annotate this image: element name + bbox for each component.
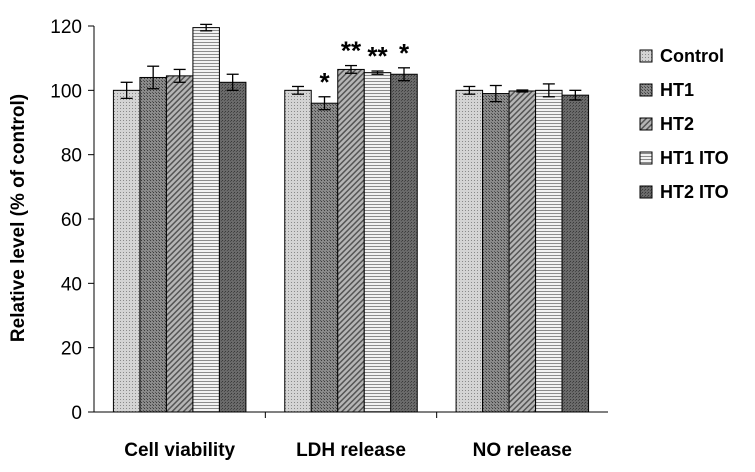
bar bbox=[455, 89, 484, 413]
bar bbox=[535, 89, 563, 413]
legend-label: HT1 ITO bbox=[660, 148, 729, 168]
bar bbox=[284, 89, 312, 413]
bar bbox=[482, 93, 510, 413]
legend-swatch bbox=[639, 117, 653, 131]
bar bbox=[112, 89, 141, 413]
significance-star: ** bbox=[367, 41, 388, 71]
bars bbox=[112, 27, 590, 413]
significance-star: ** bbox=[341, 36, 362, 66]
bar bbox=[310, 102, 339, 413]
bar bbox=[561, 94, 590, 413]
y-tick-label: 100 bbox=[50, 81, 82, 102]
y-axis: 0 20 40 60 80 100 120 bbox=[50, 17, 95, 424]
y-tick-label: 20 bbox=[61, 339, 82, 360]
x-tick-label: LDH release bbox=[296, 440, 406, 461]
significance-star: * bbox=[399, 38, 410, 68]
bar bbox=[218, 81, 247, 413]
legend-swatch bbox=[639, 83, 653, 97]
bar bbox=[337, 68, 365, 413]
x-axis: Cell viability LDH release NO release bbox=[94, 411, 608, 461]
bar bbox=[165, 75, 194, 413]
y-tick-label: 0 bbox=[71, 403, 82, 424]
y-tick-label: 40 bbox=[61, 274, 82, 295]
significance-star: * bbox=[319, 67, 330, 97]
legend-label: HT2 bbox=[660, 114, 694, 134]
y-axis-title: Relative level (% of control) bbox=[8, 94, 29, 342]
bar bbox=[192, 27, 220, 413]
y-tick-label: 60 bbox=[61, 210, 82, 231]
legend-swatch bbox=[639, 185, 653, 199]
bar bbox=[390, 73, 418, 413]
x-tick-label: NO release bbox=[473, 440, 572, 461]
y-tick-label: 120 bbox=[50, 17, 82, 38]
legend-swatch bbox=[639, 151, 653, 165]
legend-label: HT1 bbox=[660, 80, 694, 100]
error-bars bbox=[120, 23, 582, 111]
bar bbox=[508, 90, 537, 413]
bar bbox=[139, 76, 167, 413]
legend: Control HT1 HT2 HT1 ITO HT2 ITO bbox=[639, 46, 729, 202]
legend-label: HT2 ITO bbox=[660, 182, 729, 202]
legend-swatch bbox=[639, 49, 653, 63]
y-tick-label: 80 bbox=[61, 146, 82, 167]
legend-label: Control bbox=[660, 46, 724, 66]
x-tick-label: Cell viability bbox=[124, 440, 235, 461]
significance-markers: *** ** * bbox=[319, 36, 410, 97]
bar bbox=[363, 72, 392, 413]
